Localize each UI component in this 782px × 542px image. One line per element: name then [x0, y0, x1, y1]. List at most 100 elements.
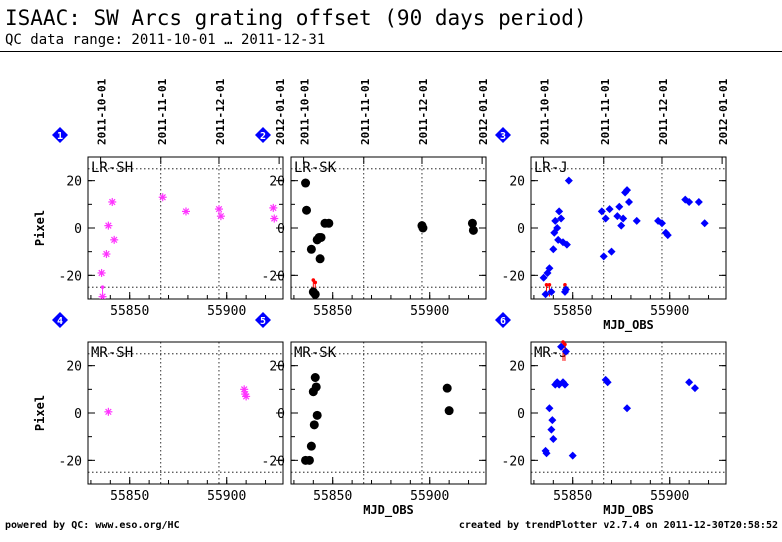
- y-tick-label: 0: [517, 407, 525, 422]
- panel-label: LR-SH: [91, 160, 133, 176]
- data-point: [541, 290, 550, 299]
- data-point: [442, 383, 452, 393]
- x-tick-label: 55900: [410, 304, 449, 319]
- data-point: [181, 207, 190, 216]
- data-points: [301, 373, 454, 465]
- y-tick-label: 0: [517, 222, 525, 237]
- y-tick-label: 20: [509, 175, 525, 190]
- data-point: [617, 221, 626, 230]
- data-point: [547, 425, 556, 434]
- data-point: [557, 214, 566, 223]
- data-point: [97, 268, 106, 277]
- x-tick-label: 55900: [207, 489, 246, 504]
- error-cap: [100, 285, 105, 289]
- data-points: [301, 178, 478, 299]
- data-point: [306, 244, 316, 254]
- y-tick-label: -20: [262, 454, 285, 469]
- data-points: [104, 385, 251, 416]
- data-point: [304, 455, 314, 465]
- header-divider: [0, 51, 782, 52]
- date-tick-label: 2011-12-01: [214, 78, 227, 145]
- panel-6: 20 0 -20 55850 55900 6 MR-J MJD_OBS: [495, 312, 727, 518]
- data-point: [302, 205, 312, 215]
- data-point: [102, 250, 111, 259]
- y-axis-label: Pixel: [33, 395, 47, 431]
- data-point: [301, 178, 311, 188]
- data-point: [555, 207, 564, 216]
- y-axis-label: Pixel: [33, 210, 47, 246]
- panel-label: MR-J: [534, 345, 568, 361]
- footer-powered-by: powered by QC: www.eso.org/HC: [5, 520, 180, 531]
- data-point: [312, 410, 322, 420]
- x-axis-label: MJD_OBS: [603, 503, 654, 518]
- data-point: [548, 416, 557, 425]
- x-tick-label: 55850: [553, 304, 592, 319]
- panel-badge-icon: [255, 312, 271, 328]
- x-tick-label: 55900: [650, 489, 689, 504]
- data-point: [310, 373, 320, 382]
- data-point: [685, 378, 694, 387]
- panel-number: 5: [260, 316, 266, 327]
- plot-frame: [87, 156, 284, 300]
- panel-badge-icon: [255, 127, 271, 143]
- y-tick-label: -20: [502, 454, 525, 469]
- panel-number: 2: [260, 131, 266, 142]
- y-tick-label: -20: [502, 269, 525, 284]
- data-points: [97, 193, 279, 299]
- data-point: [551, 216, 560, 225]
- data-point: [549, 435, 558, 444]
- panel-number: 1: [57, 131, 63, 142]
- data-point: [568, 451, 577, 460]
- data-point: [104, 221, 113, 230]
- data-point: [158, 193, 167, 202]
- data-point: [316, 232, 326, 242]
- data-point: [685, 197, 694, 206]
- panel-label: LR-J: [534, 160, 568, 176]
- y-tick-label: 20: [66, 175, 82, 190]
- date-tick-label: 2011-11-01: [156, 78, 169, 145]
- data-point: [690, 384, 699, 393]
- x-axis-label: MJD_OBS: [603, 318, 654, 333]
- data-point: [418, 223, 428, 233]
- data-point: [694, 197, 703, 206]
- y-tick-label: 20: [66, 360, 82, 375]
- y-tick-label: -20: [262, 269, 285, 284]
- y-tick-label: -20: [59, 454, 82, 469]
- data-point: [657, 219, 666, 228]
- data-point: [624, 197, 633, 206]
- panel-3: 20 0 -20 55850 55900 2011-10-01 2011-11-01 2011…: [495, 78, 730, 333]
- y-tick-label: 20: [269, 360, 285, 375]
- y-tick-label: -20: [59, 269, 82, 284]
- data-point: [603, 378, 612, 387]
- y-tick-label: 0: [277, 407, 285, 422]
- date-tick-label: 2011-10-01: [96, 78, 109, 145]
- data-points: [541, 342, 699, 460]
- error-cap: [547, 283, 552, 287]
- data-points: [539, 176, 709, 299]
- panel-badge-icon: [52, 312, 68, 328]
- y-tick-label: 0: [74, 222, 82, 237]
- data-point: [269, 203, 278, 212]
- panel-2: 20 0 -20 55850 55900 2011-10-01 2011-11-01 2011…: [255, 78, 490, 319]
- data-point: [270, 214, 279, 223]
- y-tick-label: 20: [509, 360, 525, 375]
- data-point: [599, 252, 608, 261]
- data-point: [104, 407, 113, 416]
- data-point: [663, 231, 672, 240]
- panel-4: 20 0 -20 55850 55900 4 MR-SH Pixel: [33, 312, 284, 504]
- qc-data-range: QC data range: 2011-10-01 … 2011-12-31: [5, 32, 326, 48]
- date-tick-label: 2011-12-01: [657, 78, 670, 145]
- panel-label: LR-SK: [294, 160, 337, 176]
- data-point: [613, 212, 622, 221]
- date-tick-label: 2011-11-01: [359, 78, 372, 145]
- data-point: [214, 205, 223, 214]
- data-point: [216, 212, 225, 221]
- data-point: [240, 385, 249, 394]
- data-point: [562, 240, 571, 249]
- x-axis-label: MJD_OBS: [363, 503, 414, 518]
- data-point: [605, 205, 614, 214]
- x-tick-label: 55850: [110, 304, 149, 319]
- data-point: [601, 214, 610, 223]
- x-tick-label: 55850: [313, 304, 352, 319]
